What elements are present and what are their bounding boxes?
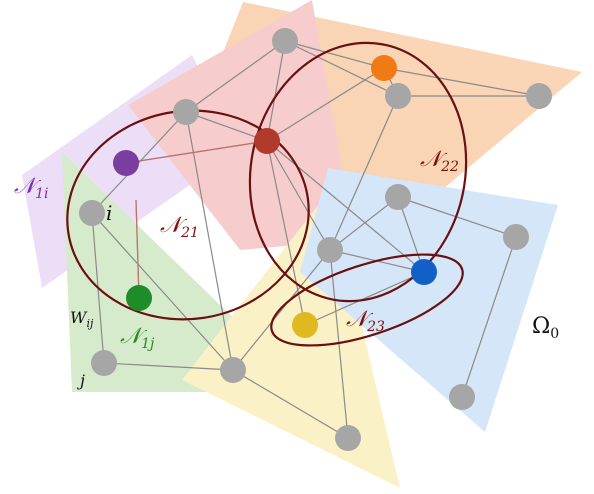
label-n21: 𝒩21 xyxy=(160,213,199,241)
ellipse-n22 xyxy=(248,41,468,303)
node-purple xyxy=(113,150,139,176)
node-gray xyxy=(385,83,411,109)
node-j xyxy=(91,350,117,376)
nodes xyxy=(79,28,552,451)
ellipse-n23 xyxy=(270,253,464,347)
ellipses xyxy=(66,41,468,347)
node-gray xyxy=(220,357,246,383)
node-i xyxy=(79,200,105,226)
node-red xyxy=(254,128,280,154)
node-gray xyxy=(335,425,361,451)
node-yellow xyxy=(292,312,318,338)
label-wij: Wij xyxy=(70,308,94,330)
label-j: j xyxy=(77,371,85,390)
region-blue xyxy=(300,168,558,432)
region-pink xyxy=(128,0,355,250)
highlight-edges xyxy=(125,140,268,299)
node-orange xyxy=(371,55,397,81)
node-blue xyxy=(411,259,437,285)
node-green xyxy=(126,285,152,311)
label-omega0: Ω0 xyxy=(532,314,559,342)
node-gray xyxy=(173,99,199,125)
node-gray xyxy=(317,237,343,263)
node-gray xyxy=(272,28,298,54)
node-gray xyxy=(385,184,411,210)
label-i: i xyxy=(106,201,112,225)
node-gray xyxy=(503,224,529,250)
node-gray xyxy=(526,83,552,109)
node-gray xyxy=(449,384,475,410)
